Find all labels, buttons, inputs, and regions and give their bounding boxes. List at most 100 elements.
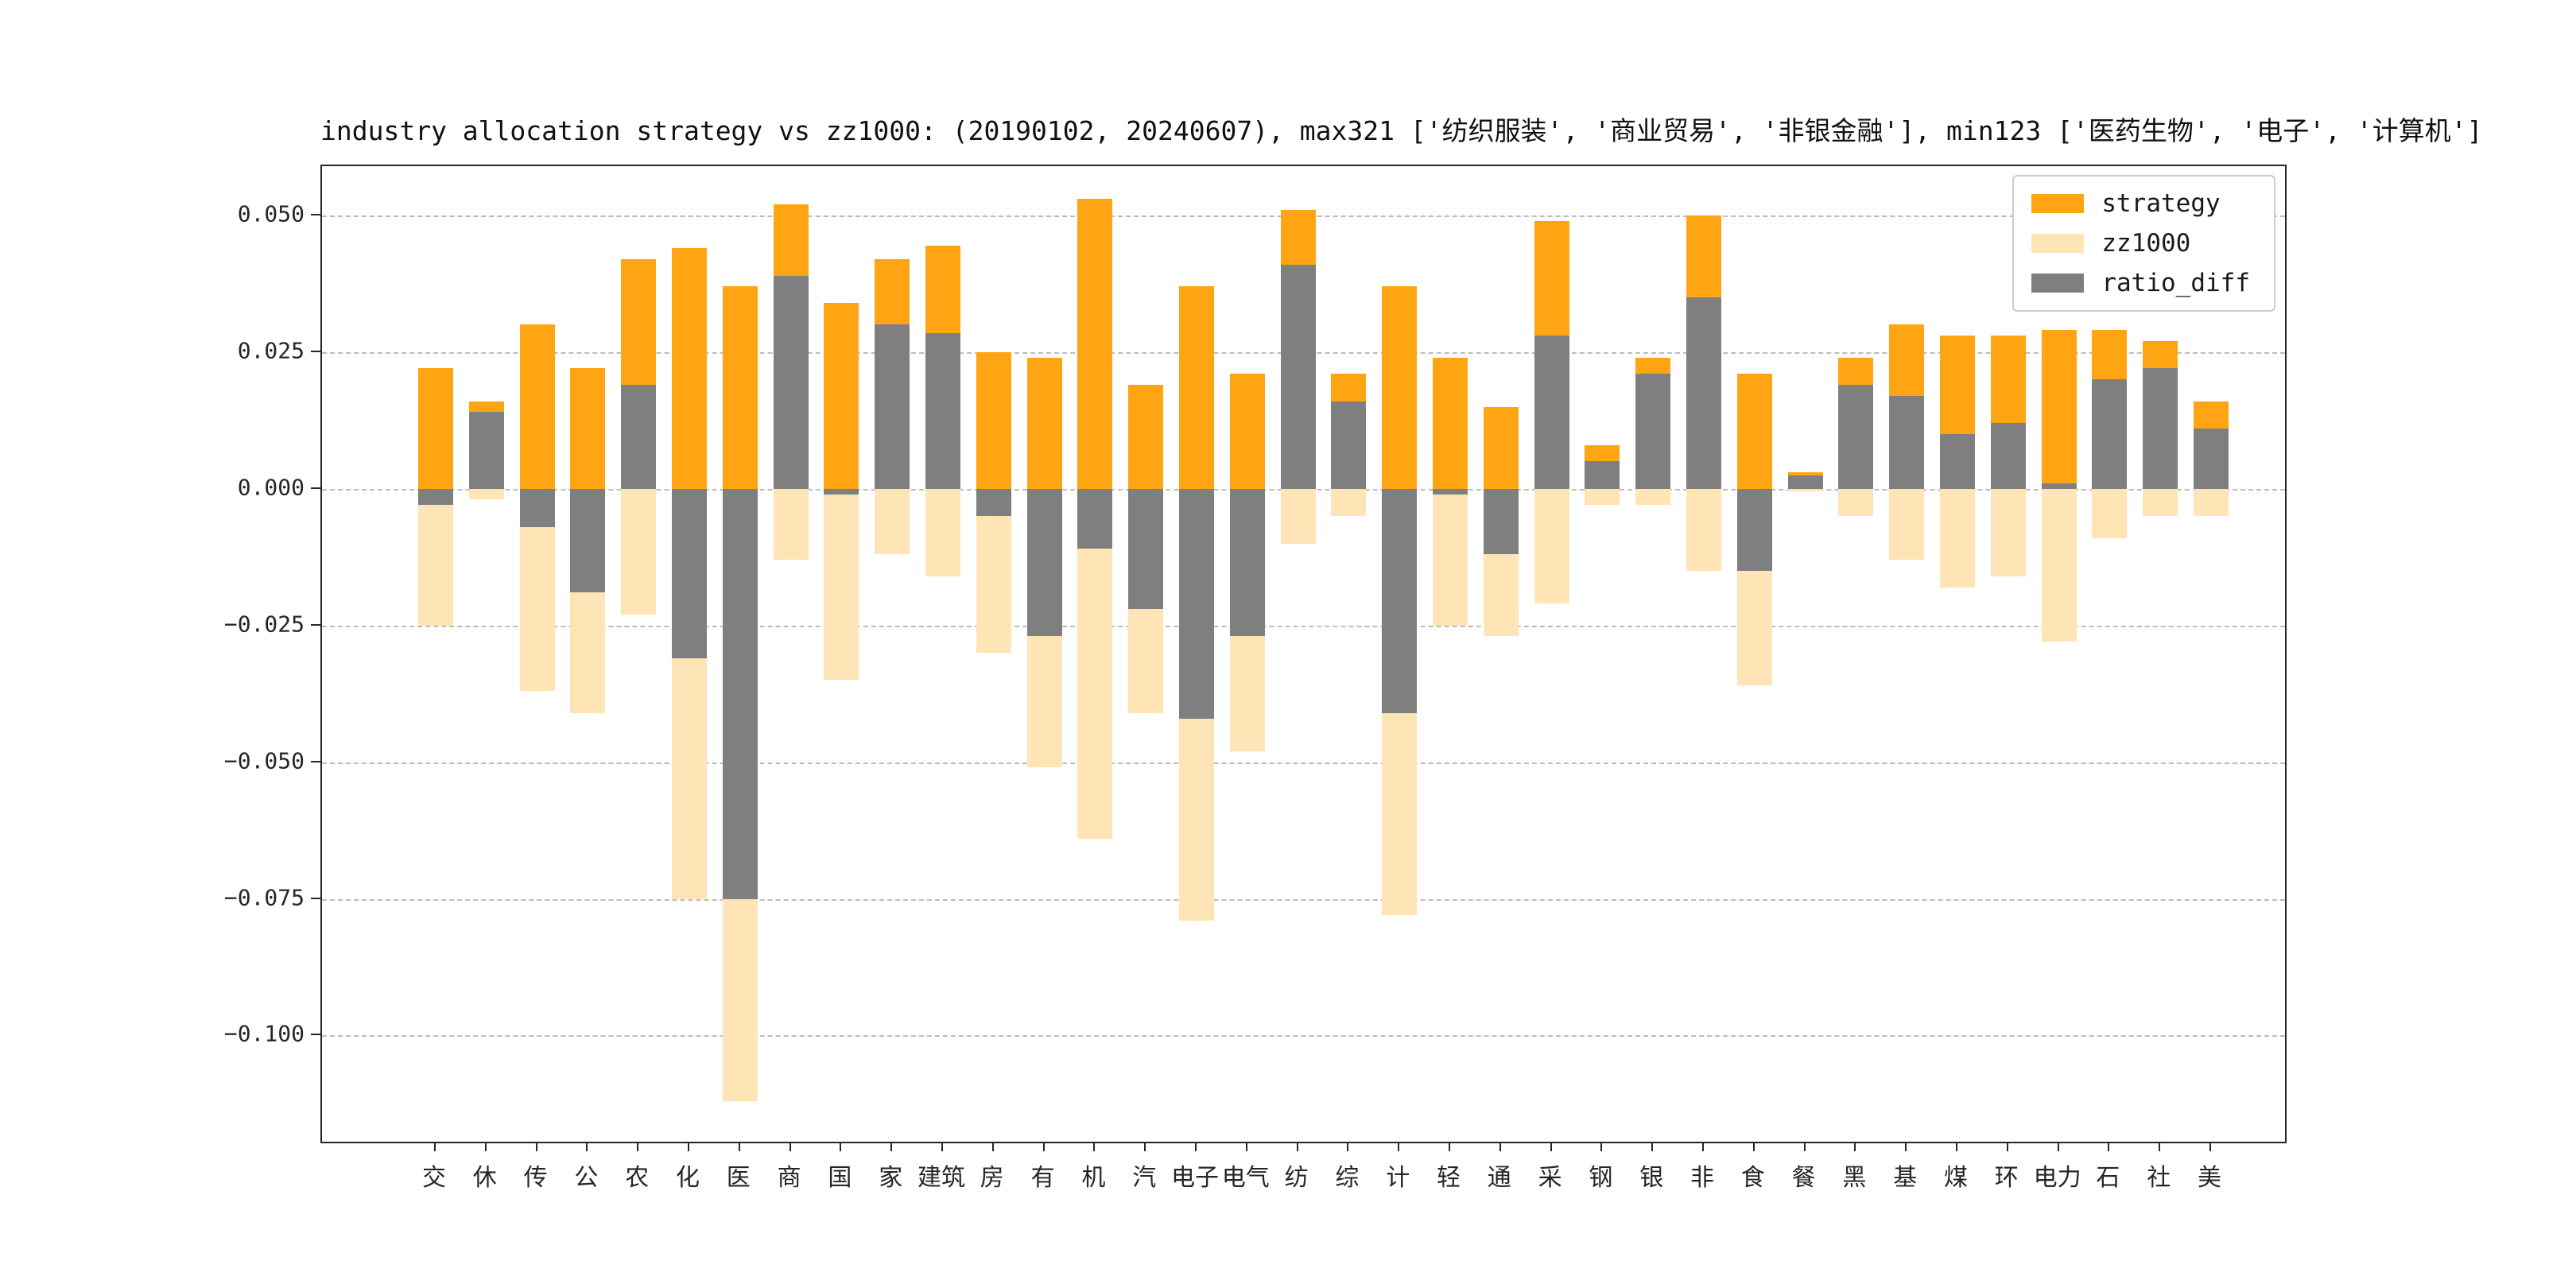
y-tick-label: −0.050 [223, 747, 305, 774]
bar-ratio-diff-商 [773, 275, 809, 489]
bar-zz1000-煤 [1940, 488, 1975, 588]
x-tick-mark [1195, 1143, 1197, 1151]
gridline [322, 1035, 2285, 1038]
x-tick-mark [1499, 1143, 1501, 1151]
x-tick-mark [991, 1143, 994, 1151]
plot-area [320, 165, 2287, 1143]
bar-strategy-国 [824, 302, 859, 489]
bar-ratio-diff-机 [1077, 488, 1113, 549]
bar-ratio-diff-非 [1686, 297, 1721, 489]
bar-zz1000-银 [1635, 488, 1671, 506]
legend-label-strategy: strategy [2101, 189, 2221, 218]
x-tick-label-有: 有 [1030, 1164, 1055, 1192]
bar-ratio-diff-家 [875, 324, 910, 489]
bar-ratio-diff-化 [672, 488, 707, 658]
bar-zz1000-家 [875, 488, 910, 555]
y-tick-mark [311, 213, 320, 215]
x-tick-label-纺: 纺 [1284, 1164, 1309, 1192]
legend-swatch-zz1000 [2031, 234, 2085, 253]
bar-zz1000-非 [1686, 488, 1721, 571]
bar-zz1000-休 [468, 488, 504, 500]
bar-ratio-diff-电子 [1179, 488, 1214, 719]
bar-ratio-diff-传 [519, 488, 555, 527]
x-tick-mark [1702, 1143, 1704, 1151]
bar-ratio-diff-医 [722, 488, 758, 899]
x-tick-label-煤: 煤 [1944, 1164, 1968, 1192]
bar-ratio-diff-通 [1483, 488, 1519, 555]
x-tick-mark [1042, 1143, 1045, 1151]
x-tick-mark [1803, 1143, 1806, 1151]
bar-strategy-计 [1382, 286, 1418, 489]
bar-zz1000-石 [2092, 488, 2128, 538]
bar-ratio-diff-有 [1026, 488, 1062, 637]
bar-ratio-diff-煤 [1940, 433, 1975, 489]
legend-label-zz1000: zz1000 [2101, 229, 2191, 258]
bar-ratio-diff-石 [2092, 379, 2128, 489]
x-tick-label-轻: 轻 [1437, 1164, 1461, 1192]
bar-zz1000-纺 [1280, 488, 1316, 544]
y-tick-label: 0.050 [237, 200, 305, 227]
legend-swatch-strategy [2031, 194, 2085, 213]
x-tick-mark [2108, 1143, 2110, 1151]
bar-ratio-diff-汽 [1128, 488, 1164, 610]
x-tick-mark [1296, 1143, 1298, 1151]
x-tick-label-化: 化 [676, 1164, 700, 1192]
bar-ratio-diff-公 [570, 488, 606, 593]
x-tick-label-建筑: 建筑 [918, 1164, 965, 1192]
x-tick-label-公: 公 [574, 1164, 599, 1192]
bar-ratio-diff-银 [1635, 374, 1671, 489]
y-tick-mark [311, 897, 320, 899]
x-tick-label-综: 综 [1335, 1164, 1360, 1192]
x-tick-mark [586, 1143, 588, 1151]
bar-strategy-机 [1077, 199, 1113, 489]
x-tick-label-休: 休 [472, 1164, 497, 1192]
x-tick-mark [1144, 1143, 1146, 1151]
x-tick-mark [1905, 1143, 1907, 1151]
x-tick-label-基: 基 [1893, 1164, 1918, 1192]
bar-ratio-diff-交 [418, 488, 453, 506]
y-tick-label: −0.025 [223, 611, 305, 638]
legend-entry-zz1000: zz1000 [2031, 229, 2250, 258]
x-tick-label-采: 采 [1538, 1164, 1562, 1192]
x-tick-label-农: 农 [625, 1164, 650, 1192]
y-tick-mark [311, 1034, 320, 1036]
bar-zz1000-美 [2194, 488, 2229, 517]
legend-label-ratio_diff: ratio_diff [2101, 269, 2250, 297]
bar-ratio-diff-钢 [1585, 461, 1620, 489]
x-tick-label-房: 房 [980, 1164, 1004, 1192]
x-tick-mark [535, 1143, 537, 1151]
bar-zz1000-交 [418, 488, 453, 626]
bar-zz1000-基 [1889, 488, 1925, 561]
x-tick-label-家: 家 [879, 1164, 903, 1192]
x-tick-label-传: 传 [523, 1164, 548, 1192]
bar-zz1000-国 [824, 488, 859, 681]
y-tick-mark [311, 623, 320, 626]
bar-zz1000-黑 [1838, 488, 1874, 517]
gridline [322, 762, 2285, 764]
x-tick-label-钢: 钢 [1589, 1164, 1613, 1192]
x-tick-label-通: 通 [1487, 1164, 1511, 1192]
bar-zz1000-综 [1331, 488, 1367, 517]
chart-title: industry allocation strategy vs zz1000: … [320, 115, 2483, 146]
y-tick-label: −0.100 [223, 1020, 305, 1047]
x-tick-mark [890, 1143, 893, 1151]
x-tick-label-电力: 电力 [2033, 1164, 2081, 1192]
x-tick-mark [738, 1143, 740, 1151]
bar-strategy-房 [976, 351, 1011, 489]
x-tick-label-美: 美 [2198, 1164, 2221, 1192]
x-tick-mark [2057, 1143, 2059, 1151]
x-tick-mark [1956, 1143, 1957, 1151]
bar-strategy-汽 [1128, 385, 1164, 489]
bar-ratio-diff-综 [1331, 401, 1367, 489]
bar-strategy-公 [570, 368, 606, 489]
x-tick-label-机: 机 [1081, 1164, 1106, 1192]
x-tick-label-非: 非 [1690, 1164, 1714, 1192]
x-tick-mark [1651, 1143, 1654, 1151]
x-tick-mark [1550, 1143, 1552, 1151]
bar-strategy-电气 [1229, 374, 1265, 489]
bar-zz1000-农 [621, 488, 657, 615]
x-tick-mark [840, 1143, 842, 1151]
x-tick-mark [484, 1143, 487, 1151]
x-tick-label-电气: 电气 [1221, 1164, 1270, 1192]
x-tick-label-石: 石 [2096, 1164, 2120, 1192]
